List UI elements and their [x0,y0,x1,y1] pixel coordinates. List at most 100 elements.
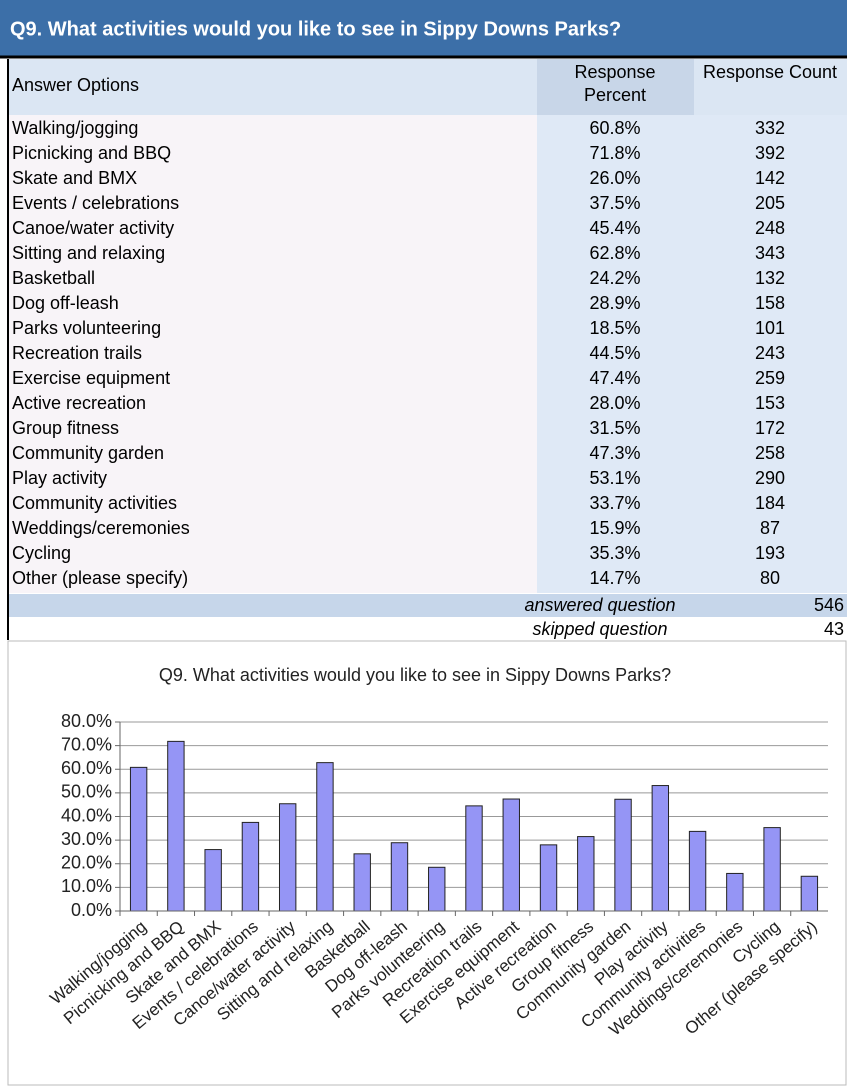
bar [129,766,148,912]
answer-cell: Group fitness [12,418,119,438]
percent-cell: 24.2% [589,268,640,288]
bar [353,853,371,912]
count-cell: 172 [755,418,785,438]
answer-cell: Play activity [12,468,107,488]
body-answer-bg [8,115,537,593]
bar [726,872,744,912]
answer-cell: Exercise equipment [12,368,170,388]
answer-cell: Events / celebrations [12,193,179,213]
percent-cell: 33.7% [589,493,640,513]
bar [278,803,297,912]
count-cell: 80 [760,568,780,588]
answer-cell: Recreation trails [12,343,142,363]
chart-frame [7,640,847,1086]
count-cell: 193 [755,543,785,563]
header-count: Response Count [702,62,838,82]
y-tick-label: 70.0% [61,734,112,754]
header-count-box: Response Count [702,62,838,82]
count-cell: 101 [755,318,785,338]
bar [577,836,595,912]
count-cell: 259 [755,368,785,388]
count-cell: 332 [755,118,785,138]
answer-cell: Parks volunteering [12,318,161,338]
answer-cell: Canoe/water activity [12,218,174,238]
answer-cell: Picnicking and BBQ [12,143,171,163]
answer-cell: Sitting and relaxing [12,243,165,263]
percent-cell: 44.5% [589,343,640,363]
answer-cell: Cycling [12,543,71,563]
y-tick-label: 10.0% [61,876,112,896]
percent-cell: 60.8% [589,118,640,138]
bar [539,844,558,912]
table-title: Q9. What activities would you like to se… [10,18,621,40]
footer-label: skipped question [532,619,667,639]
answer-cell: Skate and BMX [12,168,137,188]
percent-cell: 62.8% [589,243,640,263]
percent-cell: 28.0% [589,393,640,413]
answer-cell: Basketball [12,268,95,288]
count-cell: 258 [755,443,785,463]
y-tick-label: 80.0% [61,711,112,731]
header-percent-box: Response Percent [574,62,656,105]
footer-value: 546 [814,595,844,615]
percent-cell: 18.5% [589,318,640,338]
bar [688,830,707,912]
bar [800,875,819,912]
y-tick-label: 0.0% [71,900,112,920]
percent-cell: 47.4% [589,368,640,388]
percent-cell: 53.1% [589,468,640,488]
title-bar [0,0,847,57]
bar [241,821,260,912]
answer-cell: Walking/jogging [12,118,138,138]
percent-cell: 31.5% [589,418,640,438]
percent-cell: 37.5% [589,193,640,213]
answer-cell: Community garden [12,443,164,463]
header-percent: Response Percent [574,62,656,105]
count-cell: 132 [755,268,785,288]
y-tick-label: 50.0% [61,782,112,802]
count-cell: 392 [755,143,785,163]
bar [614,798,632,912]
count-cell: 153 [755,393,785,413]
body-value-bg [537,115,847,593]
answer-cell: Dog off-leash [12,293,119,313]
percent-cell: 14.7% [589,568,640,588]
header-answer: Answer Options [12,75,139,95]
bar [428,866,446,912]
count-cell: 158 [755,293,785,313]
bar [502,798,520,912]
answer-cell: Weddings/ceremonies [12,518,190,538]
count-cell: 248 [755,218,785,238]
y-tick-label: 60.0% [61,758,112,778]
count-cell: 184 [755,493,785,513]
count-cell: 142 [755,168,785,188]
bar [204,849,222,912]
percent-cell: 71.8% [589,143,640,163]
bar [651,785,670,912]
header-row [8,59,847,115]
bar [465,805,483,912]
chart-title: Q9. What activities would you like to se… [159,665,671,685]
bar [390,842,409,912]
bar [316,762,334,912]
y-tick-label: 30.0% [61,829,112,849]
header-percent-bg [537,59,694,115]
footer-value: 43 [824,619,844,639]
footer-label: answered question [524,595,675,615]
count-cell: 205 [755,193,785,213]
count-cell: 87 [760,518,780,538]
bar [763,827,781,912]
answered-band [8,594,847,617]
count-cell: 243 [755,343,785,363]
answer-cell: Active recreation [12,393,146,413]
percent-cell: 47.3% [589,443,640,463]
y-tick-label: 20.0% [61,853,112,873]
count-cell: 290 [755,468,785,488]
percent-cell: 15.9% [589,518,640,538]
bar [167,740,185,912]
percent-cell: 28.9% [589,293,640,313]
answer-cell: Other (please specify) [12,568,188,588]
percent-cell: 35.3% [589,543,640,563]
percent-cell: 45.4% [589,218,640,238]
